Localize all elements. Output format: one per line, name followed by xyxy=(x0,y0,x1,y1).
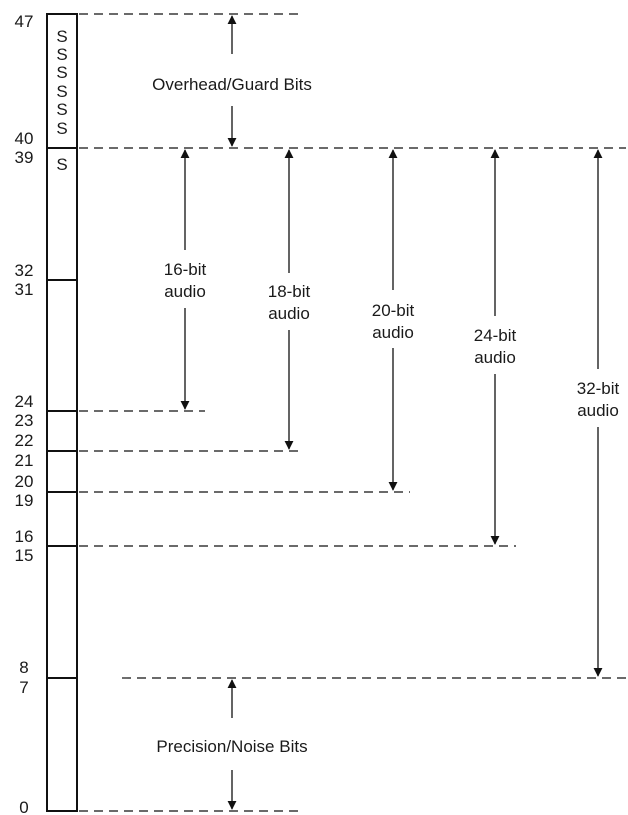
audio-18-label-line1: 18-bit xyxy=(268,282,311,301)
precision-label: Precision/Noise Bits xyxy=(156,737,307,756)
bit-label-16: 16 xyxy=(15,527,34,546)
sign-bit: S xyxy=(56,45,67,64)
overhead-label: Overhead/Guard Bits xyxy=(152,75,312,94)
audio-20-label-line2: audio xyxy=(372,323,414,342)
bit-label-47: 47 xyxy=(15,12,34,31)
audio-range-20: 20-bit audio xyxy=(372,149,415,491)
audio-range-32: 32-bit audio xyxy=(577,149,620,677)
bit-label-0: 0 xyxy=(19,798,28,815)
sign-bit: S xyxy=(56,155,67,174)
bit-label-23: 23 xyxy=(15,411,34,430)
register-outline xyxy=(46,13,78,812)
audio-24-label-line2: audio xyxy=(474,348,516,367)
bit-position-labels: 47 40 39 32 31 24 23 22 21 20 19 16 15 8… xyxy=(15,12,34,815)
audio-range-24: 24-bit audio xyxy=(474,149,517,545)
word-register xyxy=(46,13,78,812)
sign-bit: S xyxy=(56,100,67,119)
audio-range-18: 18-bit audio xyxy=(268,149,311,450)
bit-label-21: 21 xyxy=(15,451,34,470)
audio-range-16: 16-bit audio xyxy=(164,149,207,410)
bit-label-15: 15 xyxy=(15,546,34,565)
bit-label-32: 32 xyxy=(15,261,34,280)
bit-label-40: 40 xyxy=(15,129,34,148)
bit-label-19: 19 xyxy=(15,491,34,510)
sign-bit: S xyxy=(56,63,67,82)
audio-18-label-line2: audio xyxy=(268,304,310,323)
reference-lines xyxy=(79,13,626,812)
bit-label-39: 39 xyxy=(15,148,34,167)
bit-label-8: 8 xyxy=(19,658,28,677)
audio-32-label-line2: audio xyxy=(577,401,619,420)
audio-32-label-line1: 32-bit xyxy=(577,379,620,398)
audio-16-label-line2: audio xyxy=(164,282,206,301)
sign-bit: S xyxy=(56,119,67,138)
bit-label-22: 22 xyxy=(15,431,34,450)
bit-label-7: 7 xyxy=(19,678,28,697)
audio-24-label-line1: 24-bit xyxy=(474,326,517,345)
bit-label-24: 24 xyxy=(15,392,34,411)
audio-20-label-line1: 20-bit xyxy=(372,301,415,320)
bit-label-20: 20 xyxy=(15,472,34,491)
sign-bit: S xyxy=(56,82,67,101)
sign-bits: S S S S S S S xyxy=(56,27,67,174)
audio-16-label-line1: 16-bit xyxy=(164,260,207,279)
bit-label-31: 31 xyxy=(15,280,34,299)
sign-bit: S xyxy=(56,27,67,46)
